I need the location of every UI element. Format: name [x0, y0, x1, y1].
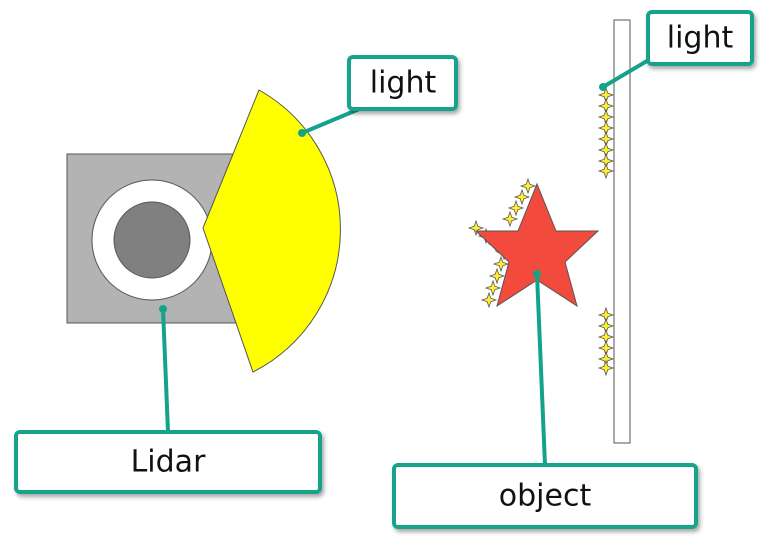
callout-light-wall	[646, 10, 754, 66]
light-beam	[202, 89, 341, 373]
callout-lidar	[14, 430, 322, 494]
wall	[613, 19, 631, 444]
lidar-lens	[113, 201, 191, 279]
wall-reflection-lower	[598, 307, 614, 376]
callout-object-label: object	[499, 479, 592, 514]
callout-lidar-label: Lidar	[131, 445, 206, 480]
callout-light-beam-label: light	[370, 66, 437, 101]
wall-reflection-upper	[598, 87, 614, 179]
callout-object	[392, 463, 698, 529]
callout-light-wall-label: light	[667, 21, 734, 56]
callout-light-beam	[347, 55, 458, 111]
